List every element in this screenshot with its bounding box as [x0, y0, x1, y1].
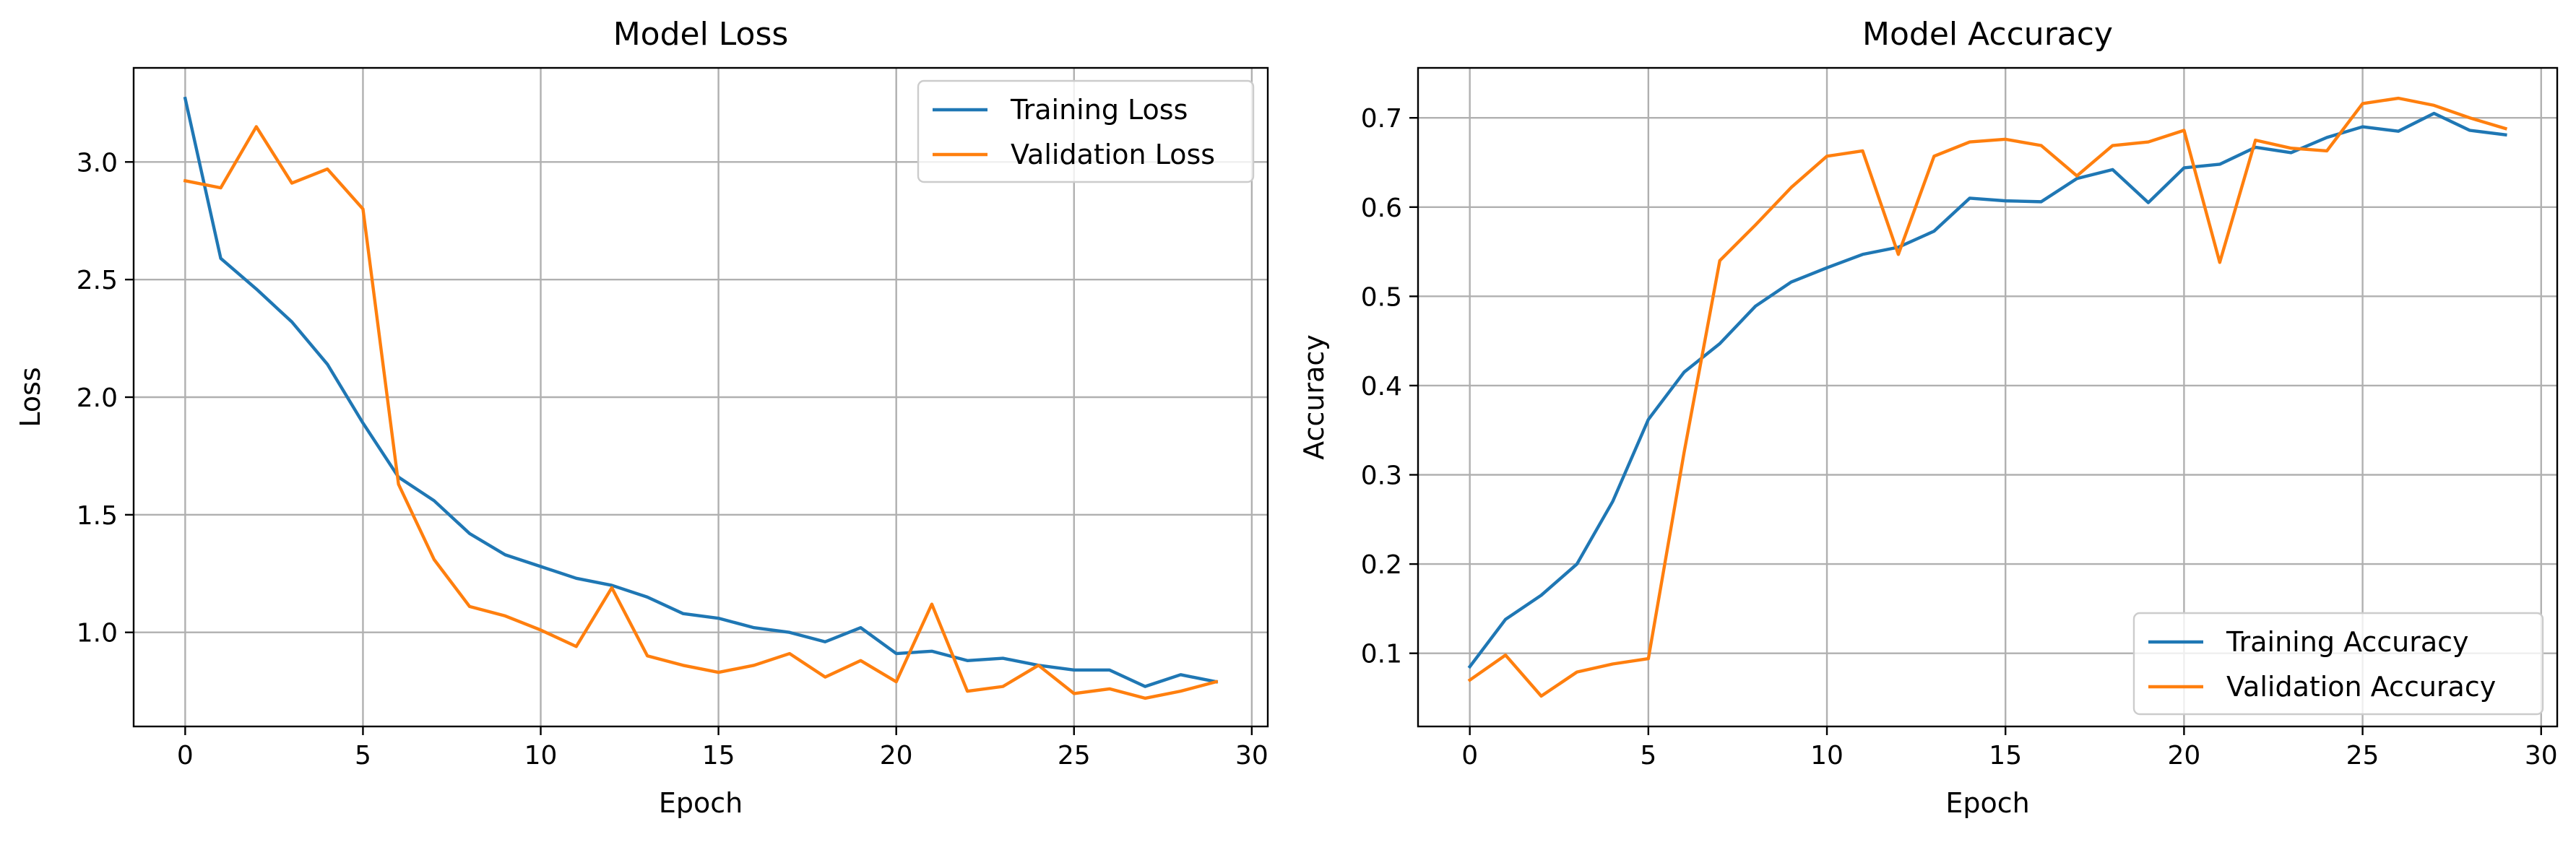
- accuracy-x-tick-label: 0: [1461, 741, 1478, 771]
- loss-y-tick-label: 2.0: [77, 383, 118, 413]
- accuracy-chart-title: Model Accuracy: [1862, 16, 2113, 53]
- accuracy-y-tick-label: 0.1: [1361, 640, 1402, 669]
- loss-legend-label: Validation Loss: [1011, 139, 1215, 170]
- accuracy-legend: Training Accuracy Validation Accuracy: [2132, 612, 2544, 716]
- loss-chart: Model Loss Epoch Loss 0 5 10 15 20 25 30 1.0 1.5…: [14, 16, 1269, 819]
- accuracy-x-tick-label: 15: [1989, 741, 2022, 771]
- accuracy-y-axis-label: Accuracy: [1298, 334, 1330, 460]
- accuracy-legend-label: Validation Accuracy: [2226, 671, 2496, 703]
- loss-y-axis-label: Loss: [14, 367, 46, 427]
- accuracy-legend-label: Training Accuracy: [2226, 626, 2469, 658]
- accuracy-y-tick-label: 0.7: [1361, 104, 1402, 134]
- loss-x-tick-label: 0: [177, 741, 194, 771]
- loss-legend-label: Training Loss: [1010, 94, 1188, 126]
- loss-legend-box: [917, 79, 1255, 183]
- accuracy-x-tick-label: 10: [1810, 741, 1844, 771]
- loss-y-tick-label: 1.5: [77, 501, 118, 531]
- loss-y-tick-label: 3.0: [77, 148, 118, 178]
- accuracy-y-tick-label: 0.4: [1361, 372, 1402, 402]
- loss-x-tick-label: 25: [1058, 741, 1091, 771]
- accuracy-x-tick-label: 5: [1640, 741, 1656, 771]
- loss-chart-title: Model Loss: [613, 16, 789, 53]
- loss-y-tick-label: 2.5: [77, 266, 118, 295]
- loss-series-validation-loss: [183, 125, 1219, 700]
- accuracy-x-tick-label: 20: [2167, 741, 2200, 771]
- loss-x-axis-label: Epoch: [659, 787, 743, 819]
- loss-x-tick-label: 15: [702, 741, 735, 771]
- accuracy-series-validation-accuracy: [1467, 96, 2508, 698]
- accuracy-legend-box: [2132, 612, 2544, 716]
- accuracy-y-tick-label: 0.2: [1361, 550, 1402, 580]
- loss-legend: Training Loss Validation Loss: [917, 79, 1255, 183]
- loss-y-tick-label: 1.0: [77, 619, 118, 648]
- accuracy-plot-frame: [1417, 66, 2559, 728]
- accuracy-grid: [1418, 68, 2557, 726]
- accuracy-y-tick-label: 0.3: [1361, 461, 1402, 491]
- loss-x-tick-label: 5: [355, 741, 371, 771]
- accuracy-chart: Model Accuracy Epoch Accuracy 0 5 10 15 20 25…: [1298, 16, 2559, 819]
- accuracy-x-axis-label: Epoch: [1945, 787, 2029, 819]
- loss-x-tick-label: 30: [1235, 741, 1268, 771]
- accuracy-series-training-accuracy: [1467, 111, 2507, 669]
- accuracy-x-tick-label: 30: [2525, 741, 2558, 771]
- loss-x-tick-label: 10: [524, 741, 558, 771]
- accuracy-x-tick-label: 25: [2346, 741, 2380, 771]
- loss-series-training-loss: [183, 96, 1219, 688]
- accuracy-y-tick-label: 0.5: [1361, 282, 1402, 312]
- accuracy-y-tick-label: 0.6: [1361, 194, 1402, 223]
- loss-x-tick-label: 20: [880, 741, 913, 771]
